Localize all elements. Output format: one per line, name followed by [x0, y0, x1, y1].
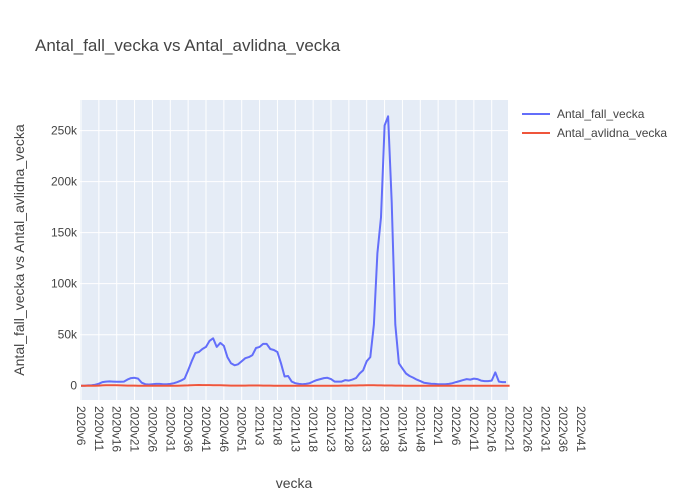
x-tick-label: 2020v41: [199, 406, 213, 452]
x-axis-title: vecka: [276, 475, 313, 491]
series-line-fall: [81, 115, 506, 387]
x-tick-label: 2021v33: [360, 406, 374, 452]
x-tick-label: 2020v16: [110, 406, 124, 452]
x-tick-label: 2021v38: [378, 406, 392, 452]
y-tick-label: 200k: [51, 175, 78, 189]
y-tick-label: 50k: [58, 328, 78, 342]
y-tick-label: 250k: [51, 124, 78, 138]
x-tick-label: 2022v16: [485, 406, 499, 452]
x-tick-label: 2022v31: [538, 406, 552, 452]
x-tick-label: 2022v1: [431, 406, 445, 446]
x-tick-label: 2022v36: [556, 406, 570, 452]
x-tick-label: 2020v26: [145, 406, 159, 452]
x-tick-label: 2021v23: [324, 406, 338, 452]
gridlines: [80, 100, 582, 400]
x-tick-label: 2020v46: [217, 406, 231, 452]
y-tick-label: 150k: [51, 226, 78, 240]
series-lines: [81, 115, 510, 387]
y-axis-title: Antal_fall_vecka vs Antal_avlidna_vecka: [11, 124, 27, 376]
x-tick-label: 2022v26: [520, 406, 534, 452]
x-tick-label: 2020v51: [235, 406, 249, 452]
legend-label: Antal_fall_vecka: [557, 107, 645, 121]
plot-area: [80, 100, 508, 400]
x-tick-label: 2020v6: [74, 406, 88, 446]
x-tick-label: 2020v11: [92, 406, 106, 451]
x-tick-label: 2022v21: [503, 406, 517, 452]
x-tick-label: 2022v41: [574, 406, 588, 452]
series-line-avlidna: [81, 384, 510, 387]
chart-title: Antal_fall_vecka vs Antal_avlidna_vecka: [35, 36, 341, 55]
legend-item[interactable]: Antal_fall_vecka: [522, 107, 645, 121]
x-tick-label: 2021v3: [253, 406, 267, 446]
legend-item[interactable]: Antal_avlidna_vecka: [522, 126, 667, 140]
y-tick-labels: 0 50k 100k 150k 200k 250k: [51, 124, 78, 393]
x-tick-label: 2021v18: [306, 406, 320, 452]
x-tick-label: 2020v21: [128, 406, 142, 452]
x-tick-label: 2021v8: [270, 406, 284, 446]
y-tick-label: 0: [70, 379, 77, 393]
x-tick-label: 2020v36: [181, 406, 195, 452]
legend-label: Antal_avlidna_vecka: [557, 126, 667, 140]
x-tick-label: 2021v43: [395, 406, 409, 452]
legend[interactable]: Antal_fall_vecka Antal_avlidna_vecka: [522, 107, 667, 140]
x-tick-label: 2021v13: [288, 406, 302, 452]
x-tick-labels: 2020v6 2020v11 2020v16 2020v21 2020v26 2020v3…: [74, 406, 588, 452]
x-tick-label: 2021v28: [342, 406, 356, 452]
x-tick-label: 2021v48: [413, 406, 427, 452]
x-tick-label: 2022v11: [467, 406, 481, 451]
x-tick-label: 2020v31: [163, 406, 177, 452]
x-tick-label: 2022v6: [449, 406, 463, 446]
y-tick-label: 100k: [51, 277, 78, 291]
